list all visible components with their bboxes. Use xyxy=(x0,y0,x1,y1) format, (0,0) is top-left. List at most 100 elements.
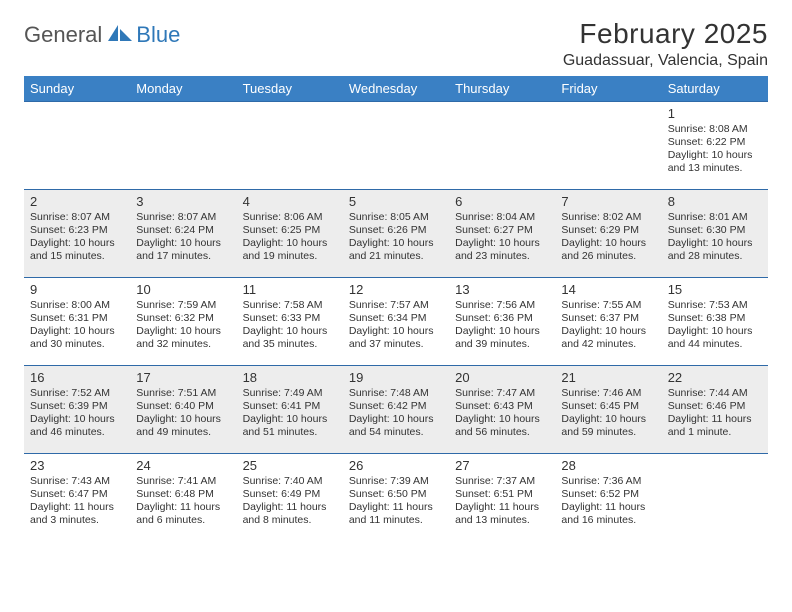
sunset-text: Sunset: 6:52 PM xyxy=(561,488,655,501)
daylight-text: Daylight: 10 hours and 56 minutes. xyxy=(455,413,549,439)
day-details: Sunrise: 7:41 AMSunset: 6:48 PMDaylight:… xyxy=(136,475,230,528)
daylight-text: Daylight: 10 hours and 17 minutes. xyxy=(136,237,230,263)
daylight-text: Daylight: 10 hours and 13 minutes. xyxy=(668,149,762,175)
day-cell: 17Sunrise: 7:51 AMSunset: 6:40 PMDayligh… xyxy=(130,366,236,454)
day-cell: 28 Sunrise: 7:36 AMSunset: 6:52 PMDayligh… xyxy=(555,454,661,542)
day-cell xyxy=(130,102,236,190)
sunset-text: Sunset: 6:27 PM xyxy=(455,224,549,237)
sunrise-text: Sunrise: 7:57 AM xyxy=(349,299,443,312)
day-number: 26 xyxy=(349,458,443,473)
brand-logo: General Blue xyxy=(24,22,180,48)
day-number: 15 xyxy=(668,282,762,297)
day-cell: 9Sunrise: 8:00 AMSunset: 6:31 PMDaylight… xyxy=(24,278,130,366)
day-cell: 27Sunrise: 7:37 AMSunset: 6:51 PMDayligh… xyxy=(449,454,555,542)
sunset-text: Sunset: 6:23 PM xyxy=(30,224,124,237)
sunset-text: Sunset: 6:38 PM xyxy=(668,312,762,325)
week-row: 2Sunrise: 8:07 AMSunset: 6:23 PMDaylight… xyxy=(24,190,768,278)
day-cell xyxy=(555,102,661,190)
daylight-text: Daylight: 10 hours and 51 minutes. xyxy=(243,413,337,439)
sunrise-text: Sunrise: 8:08 AM xyxy=(668,123,762,136)
day-number: 23 xyxy=(30,458,124,473)
day-number: 3 xyxy=(136,194,230,209)
daylight-text: Daylight: 10 hours and 26 minutes. xyxy=(561,237,655,263)
daylight-text: Daylight: 11 hours and 6 minutes. xyxy=(136,501,230,527)
day-details: Sunrise: 7:43 AMSunset: 6:47 PMDaylight:… xyxy=(30,475,124,528)
day-number: 8 xyxy=(668,194,762,209)
sunset-text: Sunset: 6:43 PM xyxy=(455,400,549,413)
day-details: Sunrise: 7:39 AMSunset: 6:50 PMDaylight:… xyxy=(349,475,443,528)
sunset-text: Sunset: 6:41 PM xyxy=(243,400,337,413)
sunset-text: Sunset: 6:24 PM xyxy=(136,224,230,237)
day-number: 14 xyxy=(561,282,655,297)
day-details: Sunrise: 8:08 AMSunset: 6:22 PMDaylight:… xyxy=(668,123,762,176)
day-cell: 20Sunrise: 7:47 AMSunset: 6:43 PMDayligh… xyxy=(449,366,555,454)
day-header: Wednesday xyxy=(343,76,449,102)
day-cell xyxy=(662,454,768,542)
day-number: 11 xyxy=(243,282,337,297)
day-number: 21 xyxy=(561,370,655,385)
day-details: Sunrise: 8:07 AMSunset: 6:24 PMDaylight:… xyxy=(136,211,230,264)
week-row: 23 Sunrise: 7:43 AMSunset: 6:47 PMDayligh… xyxy=(24,454,768,542)
sunset-text: Sunset: 6:42 PM xyxy=(349,400,443,413)
day-number: 22 xyxy=(668,370,762,385)
day-number: 1 xyxy=(668,106,762,121)
sunrise-text: Sunrise: 7:40 AM xyxy=(243,475,337,488)
day-header-row: Sunday Monday Tuesday Wednesday Thursday… xyxy=(24,76,768,102)
day-details: Sunrise: 7:46 AMSunset: 6:45 PMDaylight:… xyxy=(561,387,655,440)
day-details: Sunrise: 7:55 AMSunset: 6:37 PMDaylight:… xyxy=(561,299,655,352)
day-details: Sunrise: 7:44 AMSunset: 6:46 PMDaylight:… xyxy=(668,387,762,440)
day-cell: 24 Sunrise: 7:41 AMSunset: 6:48 PMDayligh… xyxy=(130,454,236,542)
day-number: 18 xyxy=(243,370,337,385)
day-number: 13 xyxy=(455,282,549,297)
day-header: Thursday xyxy=(449,76,555,102)
week-row: 1 Sunrise: 8:08 AMSunset: 6:22 PMDaylight… xyxy=(24,102,768,190)
daylight-text: Daylight: 10 hours and 32 minutes. xyxy=(136,325,230,351)
sunrise-text: Sunrise: 8:07 AM xyxy=(30,211,124,224)
sunset-text: Sunset: 6:37 PM xyxy=(561,312,655,325)
sunset-text: Sunset: 6:45 PM xyxy=(561,400,655,413)
calendar-grid: Sunday Monday Tuesday Wednesday Thursday… xyxy=(24,76,768,542)
sunrise-text: Sunrise: 7:37 AM xyxy=(455,475,549,488)
sunrise-text: Sunrise: 7:36 AM xyxy=(561,475,655,488)
day-number: 4 xyxy=(243,194,337,209)
day-number: 24 xyxy=(136,458,230,473)
day-details: Sunrise: 7:51 AMSunset: 6:40 PMDaylight:… xyxy=(136,387,230,440)
daylight-text: Daylight: 11 hours and 16 minutes. xyxy=(561,501,655,527)
day-details: Sunrise: 8:05 AMSunset: 6:26 PMDaylight:… xyxy=(349,211,443,264)
daylight-text: Daylight: 10 hours and 37 minutes. xyxy=(349,325,443,351)
sunset-text: Sunset: 6:39 PM xyxy=(30,400,124,413)
sunrise-text: Sunrise: 8:06 AM xyxy=(243,211,337,224)
day-number: 28 xyxy=(561,458,655,473)
sunset-text: Sunset: 6:40 PM xyxy=(136,400,230,413)
day-header: Friday xyxy=(555,76,661,102)
sunset-text: Sunset: 6:30 PM xyxy=(668,224,762,237)
day-details: Sunrise: 7:59 AMSunset: 6:32 PMDaylight:… xyxy=(136,299,230,352)
sunrise-text: Sunrise: 7:59 AM xyxy=(136,299,230,312)
daylight-text: Daylight: 11 hours and 8 minutes. xyxy=(243,501,337,527)
sunset-text: Sunset: 6:36 PM xyxy=(455,312,549,325)
day-cell: 16Sunrise: 7:52 AMSunset: 6:39 PMDayligh… xyxy=(24,366,130,454)
sunset-text: Sunset: 6:22 PM xyxy=(668,136,762,149)
sunrise-text: Sunrise: 7:56 AM xyxy=(455,299,549,312)
daylight-text: Daylight: 10 hours and 49 minutes. xyxy=(136,413,230,439)
daylight-text: Daylight: 10 hours and 35 minutes. xyxy=(243,325,337,351)
day-cell: 3 Sunrise: 8:07 AMSunset: 6:24 PMDaylight… xyxy=(130,190,236,278)
day-cell: 25Sunrise: 7:40 AMSunset: 6:49 PMDayligh… xyxy=(237,454,343,542)
day-details: Sunrise: 7:52 AMSunset: 6:39 PMDaylight:… xyxy=(30,387,124,440)
day-number: 9 xyxy=(30,282,124,297)
sunset-text: Sunset: 6:29 PM xyxy=(561,224,655,237)
daylight-text: Daylight: 11 hours and 3 minutes. xyxy=(30,501,124,527)
sunset-text: Sunset: 6:46 PM xyxy=(668,400,762,413)
sunrise-text: Sunrise: 8:05 AM xyxy=(349,211,443,224)
daylight-text: Daylight: 11 hours and 13 minutes. xyxy=(455,501,549,527)
day-cell: 14 Sunrise: 7:55 AMSunset: 6:37 PMDayligh… xyxy=(555,278,661,366)
day-cell: 22 Sunrise: 7:44 AMSunset: 6:46 PMDayligh… xyxy=(662,366,768,454)
sunset-text: Sunset: 6:49 PM xyxy=(243,488,337,501)
sunrise-text: Sunrise: 7:48 AM xyxy=(349,387,443,400)
sunrise-text: Sunrise: 7:46 AM xyxy=(561,387,655,400)
day-cell: 19Sunrise: 7:48 AMSunset: 6:42 PMDayligh… xyxy=(343,366,449,454)
sunset-text: Sunset: 6:31 PM xyxy=(30,312,124,325)
day-cell: 2Sunrise: 8:07 AMSunset: 6:23 PMDaylight… xyxy=(24,190,130,278)
daylight-text: Daylight: 10 hours and 28 minutes. xyxy=(668,237,762,263)
day-details: Sunrise: 8:02 AMSunset: 6:29 PMDaylight:… xyxy=(561,211,655,264)
